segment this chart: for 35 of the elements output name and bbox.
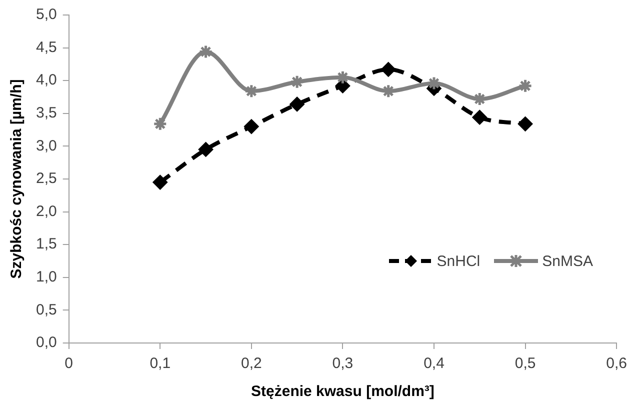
x-tick-label: 0,4 xyxy=(424,355,444,372)
point xyxy=(290,74,304,90)
point xyxy=(290,96,305,112)
y-axis-title: Szybkośc cynowania [µm/h] xyxy=(8,79,26,279)
legend-label: SnMSA xyxy=(542,252,593,270)
x-tick-label: 0,5 xyxy=(514,355,536,372)
y-tick-label: 1,5 xyxy=(36,236,57,253)
x-tick-label: 0 xyxy=(64,355,74,372)
y-tick-label: 2,5 xyxy=(36,170,57,188)
x-tick-label: 0,2 xyxy=(240,355,262,372)
point xyxy=(152,116,168,132)
y-tick-label: 4,5 xyxy=(36,38,57,56)
y-tick-label: 1,0 xyxy=(36,268,57,286)
point xyxy=(198,44,214,59)
point xyxy=(380,62,396,77)
point xyxy=(244,119,259,134)
x-tick-label: 0,1 xyxy=(150,355,171,372)
y-tick-label: 0,0 xyxy=(36,334,57,352)
y-tick-label: 0,5 xyxy=(36,301,57,318)
point xyxy=(426,76,442,90)
point xyxy=(472,92,487,106)
point xyxy=(518,116,533,132)
y-tick-label: 3,5 xyxy=(36,104,57,122)
y-tick-label: 3,0 xyxy=(36,137,57,154)
point xyxy=(152,174,168,190)
y-tick-label: 2,0 xyxy=(36,202,57,220)
point xyxy=(472,110,488,125)
y-tick-label: 4,0 xyxy=(36,72,57,89)
y-tick-label: 5,0 xyxy=(36,6,57,24)
x-tick-label: 0,3 xyxy=(332,355,354,372)
legend-label: SnHCl xyxy=(436,252,480,270)
x-axis-title: Stężenie kwasu [mol/dm³] xyxy=(251,383,434,400)
point xyxy=(198,142,214,157)
x-tick-label: 0,6 xyxy=(606,355,628,372)
point xyxy=(518,78,533,94)
